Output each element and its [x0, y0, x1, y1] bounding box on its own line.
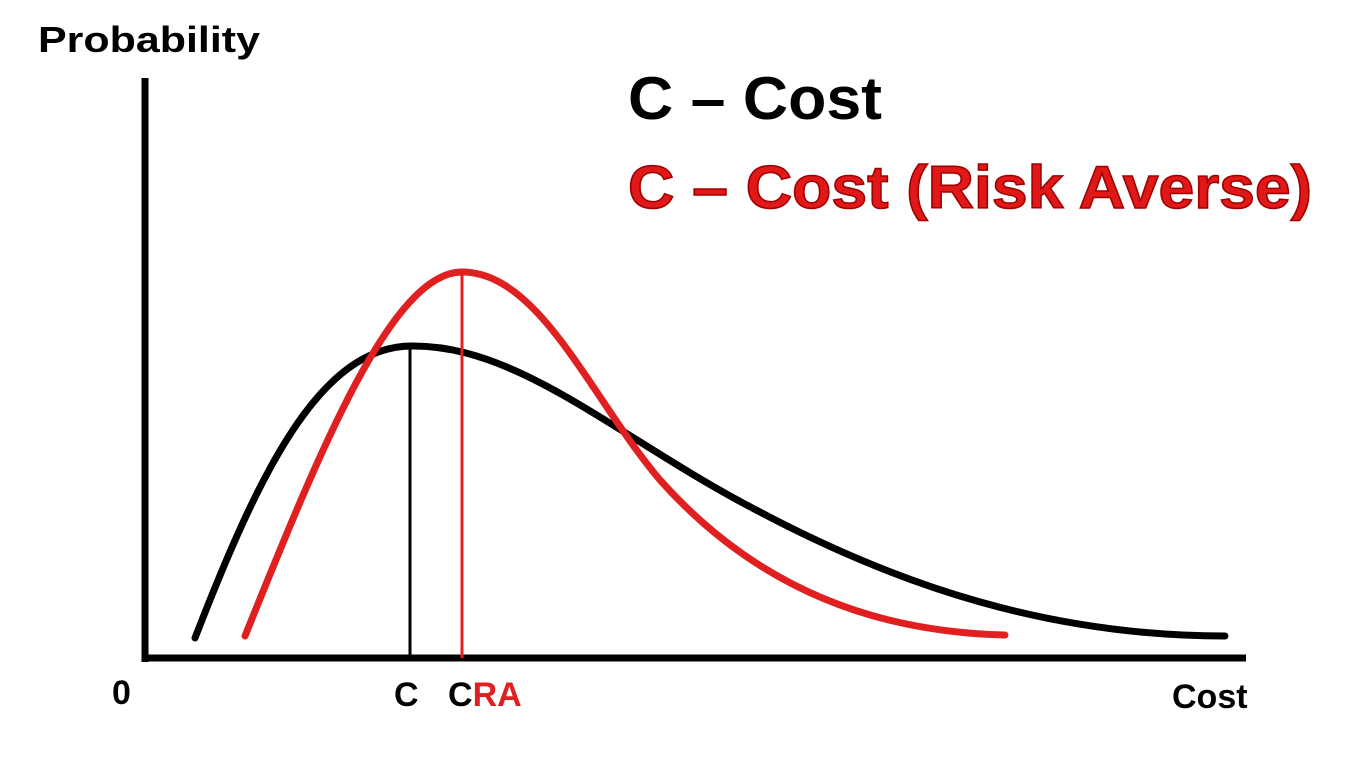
cost-curve	[191, 342, 1229, 642]
legend-entry: C – Cost (Risk Averse)	[628, 154, 1312, 221]
x-axis-label: Cost	[1172, 678, 1248, 716]
origin-label: 0	[112, 674, 131, 712]
marker-label: C	[394, 676, 419, 714]
marker-label: CRA	[448, 676, 522, 714]
y-axis-label: Probability	[38, 19, 260, 60]
marker-label-suffix: RA	[473, 676, 522, 714]
risk-averse-curve	[241, 268, 1009, 640]
marker-label-base: C	[448, 676, 473, 714]
legend-entry: C – Cost	[628, 65, 882, 132]
